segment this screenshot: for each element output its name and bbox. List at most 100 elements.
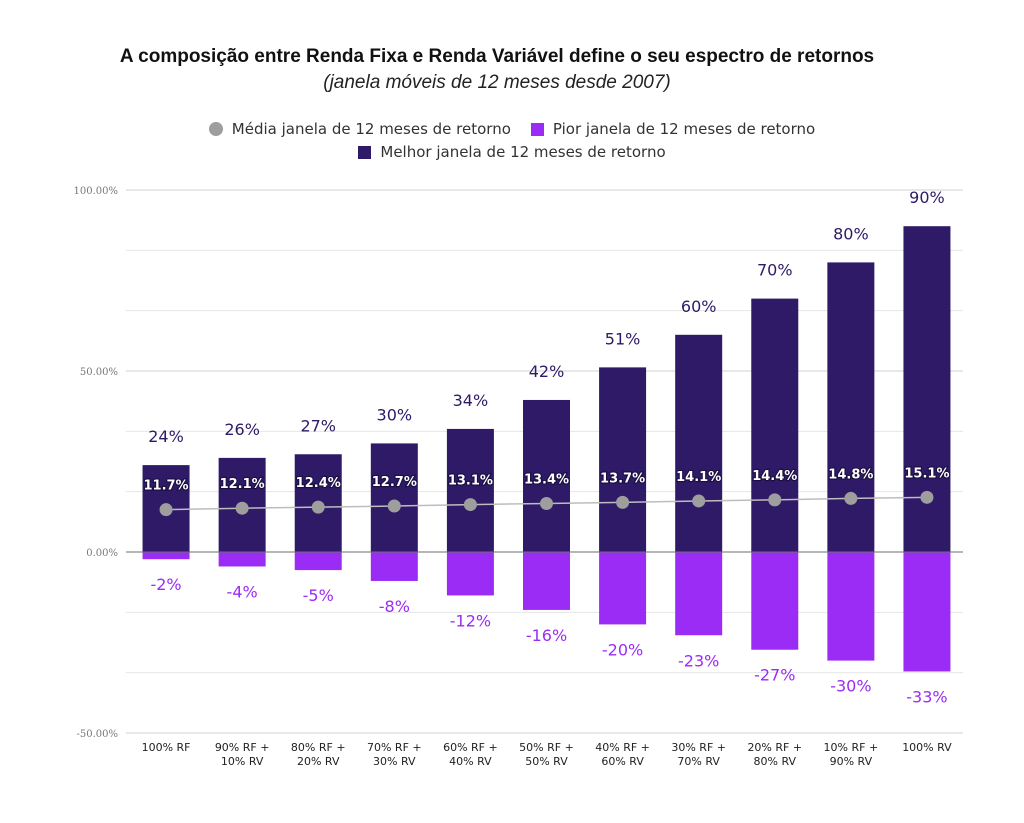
data-label-pior: -4% (227, 582, 258, 601)
data-label-pior: -20% (602, 640, 643, 659)
data-label-media: 12.1% (220, 477, 265, 492)
legend-swatch-melhor (358, 145, 372, 159)
legend-swatch-pior (530, 122, 544, 136)
bar-pior (218, 552, 266, 567)
data-label-melhor: 24% (148, 427, 184, 446)
x-tick-label: 10% RV (221, 755, 264, 768)
bar-melhor (370, 443, 418, 552)
data-label-media: 13.7% (600, 471, 645, 486)
data-label-pior: -5% (303, 586, 334, 605)
data-label-melhor: 70% (757, 261, 793, 280)
x-tick-label: 90% RV (830, 755, 873, 768)
legend-item-melhor: Melhor janela de 12 meses de retorno (358, 143, 666, 161)
x-tick-label: 30% RV (373, 755, 416, 768)
bar-pior (142, 552, 190, 560)
data-label-melhor: 51% (605, 329, 641, 348)
x-tick-label: 20% RF + (747, 741, 802, 754)
data-label-melhor: 27% (300, 416, 336, 435)
bar-melhor (751, 298, 799, 552)
data-label-media: 13.4% (524, 472, 569, 487)
data-label-pior: -8% (379, 597, 410, 616)
x-tick-label: 70% RV (677, 755, 720, 768)
legend-item-pior: Pior janela de 12 meses de retorno (530, 120, 816, 138)
legend-row-1: Média janela de 12 meses de retorno Pior… (0, 120, 1024, 138)
bar-pior (599, 552, 647, 625)
x-tick-label: 70% RF + (367, 741, 422, 754)
data-label-media: 12.7% (372, 475, 417, 490)
point-media (463, 498, 477, 512)
y-tick-label: -50.00% (76, 729, 118, 740)
legend-label-media: Média janela de 12 meses de retorno (231, 120, 511, 138)
bar-pior (751, 552, 799, 650)
legend-row-2: Melhor janela de 12 meses de retorno (0, 143, 1024, 161)
data-label-melhor: 80% (833, 224, 869, 243)
bar-pior (446, 552, 494, 596)
data-label-pior: -2% (150, 575, 181, 594)
data-label-melhor: 42% (529, 362, 565, 381)
data-label-media: 12.4% (296, 476, 341, 491)
x-tick-label: 80% RV (754, 755, 797, 768)
chart-subtitle: (janela móveis de 12 meses desde 2007) (323, 72, 671, 93)
x-tick-label: 100% RV (902, 741, 952, 754)
legend-label-pior: Pior janela de 12 meses de retorno (552, 120, 816, 138)
bar-pior (294, 552, 342, 571)
data-label-media: 14.8% (828, 467, 873, 482)
point-media (235, 501, 249, 515)
data-label-media: 14.4% (752, 469, 797, 484)
legend-label-melhor: Melhor janela de 12 meses de retorno (380, 143, 666, 161)
point-media (844, 491, 858, 505)
data-label-pior: -16% (526, 626, 567, 645)
data-label-pior: -12% (450, 611, 491, 630)
data-label-melhor: 34% (453, 391, 489, 410)
data-label-media: 15.1% (904, 466, 949, 481)
point-media (387, 499, 401, 513)
data-label-media: 13.1% (448, 474, 493, 489)
point-media (692, 494, 706, 508)
y-tick-label: 100.00% (74, 186, 119, 197)
data-label-pior: -30% (830, 677, 871, 696)
point-media (616, 495, 630, 509)
x-tick-label: 100% RF (142, 741, 191, 754)
bar-melhor (446, 428, 494, 552)
bar-pior (675, 552, 723, 636)
x-tick-label: 60% RF + (443, 741, 498, 754)
data-label-pior: -27% (754, 666, 795, 685)
x-tick-label: 60% RV (601, 755, 644, 768)
data-label-melhor: 26% (224, 420, 260, 439)
chart-title: A composição entre Renda Fixa e Renda Va… (119, 46, 875, 67)
point-media (540, 496, 553, 510)
data-label-melhor: 90% (909, 188, 945, 207)
data-label-media: 14.1% (676, 470, 721, 485)
x-tick-label: 30% RF + (671, 741, 726, 754)
bar-pior (827, 552, 875, 661)
point-media (159, 503, 173, 517)
legend-item-media: Média janela de 12 meses de retorno (208, 120, 511, 138)
x-tick-label: 40% RV (449, 755, 492, 768)
bar-melhor (523, 399, 570, 552)
data-label-melhor: 30% (377, 405, 413, 424)
x-tick-label: 20% RV (297, 755, 340, 768)
bar-melhor (675, 334, 723, 552)
x-tick-label: 10% RF + (824, 741, 879, 754)
data-label-media: 11.7% (143, 479, 188, 494)
data-label-melhor: 60% (681, 297, 717, 316)
y-tick-label: 50.00% (80, 367, 118, 378)
bar-pior (523, 552, 570, 610)
point-media (768, 493, 782, 507)
point-media (920, 490, 934, 504)
data-label-pior: -33% (906, 687, 947, 706)
x-tick-label: 40% RF + (595, 741, 650, 754)
point-media (311, 500, 325, 514)
x-tick-label: 50% RV (525, 755, 568, 768)
bar-pior (903, 552, 951, 672)
x-tick-label: 50% RF + (519, 741, 574, 754)
bar-pior (370, 552, 418, 581)
x-tick-label: 80% RF + (291, 741, 346, 754)
x-tick-label: 90% RF + (215, 741, 270, 754)
bar-melhor (827, 262, 875, 552)
data-label-pior: -23% (678, 651, 719, 670)
bar-melhor (599, 367, 647, 552)
legend-swatch-media (208, 122, 223, 136)
y-tick-label: 0.00% (86, 548, 118, 559)
